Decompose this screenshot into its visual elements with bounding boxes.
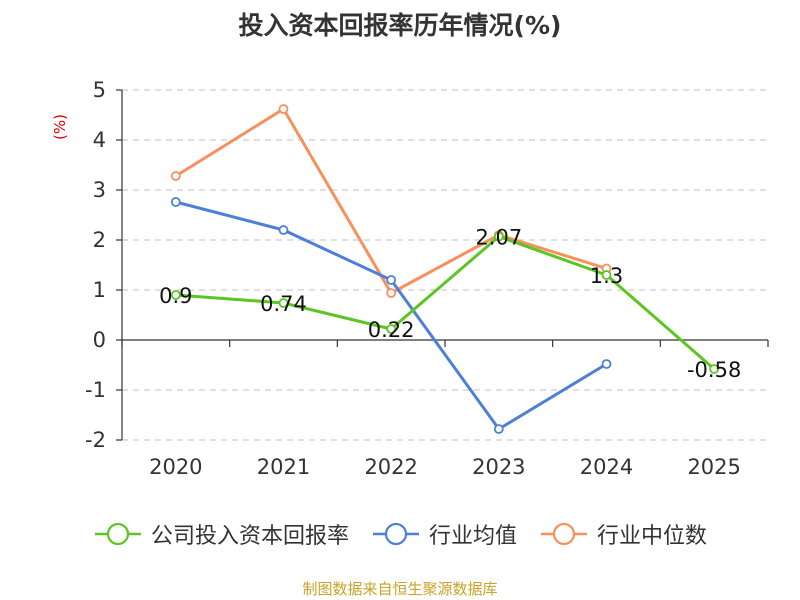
x-tick-label: 2020	[149, 455, 202, 479]
series-layer	[170, 104, 720, 434]
data-point	[170, 290, 181, 300]
y-tick-label: 4	[93, 128, 106, 152]
legend-label: 公司投入资本回报率	[150, 524, 349, 549]
data-point	[601, 359, 612, 369]
y-tick-label: -2	[85, 428, 106, 452]
legend-item[interactable]: 公司投入资本回报率	[93, 518, 349, 550]
data-point	[386, 324, 397, 334]
legend-item[interactable]: 行业中位数	[539, 518, 707, 550]
legend-item[interactable]: 行业均值	[371, 518, 517, 550]
x-tick-label: 2021	[257, 455, 310, 479]
y-tick-label: 1	[93, 278, 106, 302]
legend-swatch	[372, 522, 419, 546]
series-line	[175, 200, 608, 431]
axis-layer: -2 -1 0 1 2 3 4 5 2020 2021 2022 2023 2024 2025 (%)	[51, 78, 769, 479]
data-point	[493, 424, 504, 434]
y-tick-label: 2	[93, 228, 106, 252]
x-tick-label: 2024	[580, 455, 633, 479]
series-line	[175, 107, 607, 295]
data-label: -0.58	[687, 358, 741, 382]
data-point	[278, 104, 289, 114]
data-label: 0.22	[368, 318, 415, 342]
x-tick-label: 2023	[472, 455, 525, 479]
legend-label: 行业均值	[428, 524, 517, 549]
grid-layer	[122, 89, 768, 441]
x-tick-label: 2022	[364, 455, 417, 479]
data-point	[493, 231, 504, 242]
data-point	[601, 270, 612, 280]
legend-swatch	[541, 522, 587, 546]
y-tick-label: 5	[93, 78, 106, 102]
data-label: 0.9	[159, 284, 192, 308]
data-label-layer: 0.9 0.74 0.22 2.07 1.3 -0.58	[159, 226, 741, 383]
legend-swatch	[94, 522, 141, 546]
chart-title: 投入资本回报率历年情况(%)	[238, 11, 562, 40]
data-point	[386, 275, 397, 285]
legend-label: 行业中位数	[597, 524, 708, 549]
y-tick-label: 3	[93, 178, 106, 202]
data-label: 0.74	[260, 292, 307, 316]
data-point	[709, 364, 720, 374]
y-axis-label: (%)	[51, 114, 69, 140]
series-line	[175, 235, 716, 371]
data-point	[170, 197, 181, 207]
data-label: 2.07	[475, 226, 522, 250]
legend: 公司投入资本回报率 行业均值 行业中位数	[0, 518, 800, 550]
y-tick-label: -1	[85, 378, 106, 402]
data-point	[170, 171, 181, 181]
source-note: 制图数据来自恒生聚源数据库	[302, 580, 498, 598]
data-point	[278, 298, 289, 308]
data-label: 1.3	[590, 264, 623, 288]
x-tick-label: 2025	[687, 455, 740, 479]
y-tick-label: 0	[93, 328, 106, 352]
data-point	[386, 288, 397, 298]
data-point	[278, 225, 289, 235]
